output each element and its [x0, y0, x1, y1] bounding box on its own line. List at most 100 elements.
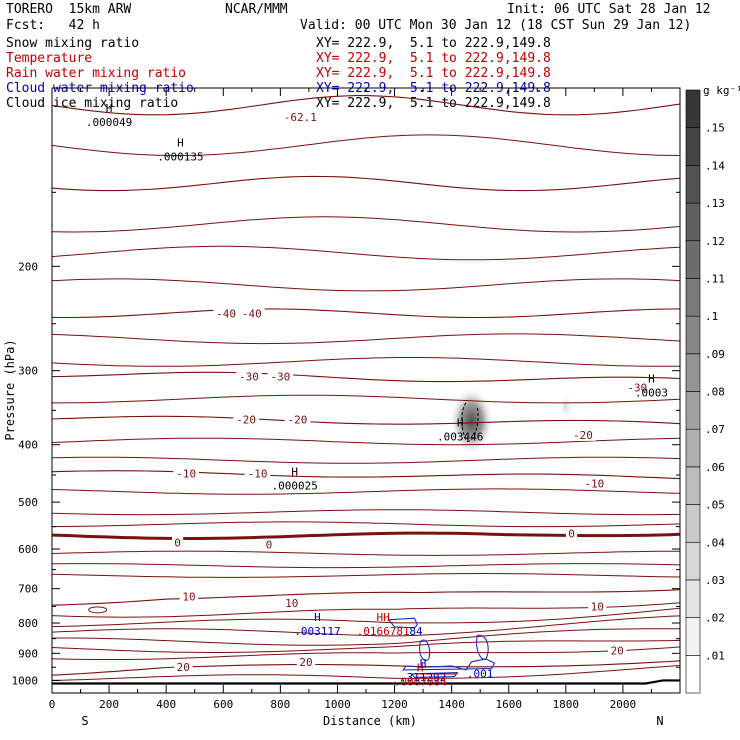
snow-shading-weak: [557, 392, 574, 421]
cloud-water-contour: [476, 634, 489, 660]
x-axis-label: Distance (km): [323, 714, 417, 728]
contour-label-bg: [280, 111, 321, 124]
snow-shading-core: [449, 387, 494, 456]
temperature-contour-label: 20: [177, 661, 190, 674]
colorbar-label: .06: [705, 461, 725, 474]
maximum-marker: H: [648, 372, 655, 385]
temperature-contour-label: -10: [176, 467, 196, 480]
temperature-contour--30: [52, 371, 680, 383]
contour-label-bg: [179, 590, 199, 603]
temperature-contour-extra: [52, 333, 680, 345]
colorbar-label: .01: [705, 649, 725, 662]
y-tick-label: 800: [18, 617, 38, 630]
maximum-value: .001: [467, 668, 494, 681]
contour-label-bg: [581, 477, 608, 490]
maximum-value: .003446: [437, 430, 483, 443]
contour-label-bg: [213, 307, 239, 320]
x-tick-label: 1200: [381, 698, 408, 711]
field-snow-name: Snow mixing ratio: [6, 36, 140, 51]
temperature-contour-extra: [52, 615, 680, 637]
colorbar-label: .07: [705, 423, 725, 436]
temperature-contour-label: -20: [573, 429, 593, 442]
temperature-contour-extra: [52, 245, 680, 261]
temperature-contour-label: -62.1: [284, 111, 317, 124]
temperature-contour--50: [52, 175, 680, 192]
field-cloudice-name: Cloud ice mixing ratio: [6, 96, 179, 111]
temperature-contour-label: 0: [174, 536, 181, 549]
temperature-contour-label: -20: [236, 414, 256, 427]
maximum-value: .0166781: [357, 625, 410, 638]
temperature-contour-extra: [52, 521, 680, 528]
x-tick-label: 400: [156, 698, 176, 711]
temperature-contour-extra: [52, 488, 680, 495]
maximum-marker: H: [417, 662, 424, 675]
maximum-marker: H: [106, 102, 113, 115]
maximum-marker: H: [420, 657, 427, 670]
colorbar-label: .03: [705, 574, 725, 587]
colorbar-segment: [685, 127, 701, 166]
contour-label-bg: [174, 661, 193, 674]
colorbar-label: .02: [705, 612, 725, 625]
header-org: NCAR/MMM: [225, 2, 288, 17]
temperature-contour-label: -40: [216, 307, 236, 320]
y-tick-label: 400: [18, 439, 38, 452]
temperature-contour-extra: [52, 456, 680, 464]
x-tick-label: 1400: [438, 698, 465, 711]
colorbar-segment: [685, 278, 701, 317]
y-axis-label: Pressure (hPa): [3, 339, 17, 440]
cloud-water-contour: [402, 658, 496, 671]
x-tick-label: 0: [49, 698, 56, 711]
y-tick-label: 1000: [12, 674, 39, 687]
temperature-contour-label: -30: [627, 381, 647, 394]
temperature-contour-10: [52, 589, 680, 606]
field-snow-xy: XY= 222.9, 5.1 to 222.9,149.8: [316, 36, 551, 51]
colorbar-label: .08: [705, 386, 725, 399]
colorbar-segment: [685, 202, 701, 242]
contour-label-bg: [267, 370, 294, 383]
temperature-contour-label: -40: [242, 307, 262, 320]
maximum-value: .000025: [271, 480, 317, 493]
temperature-contour-label: 0: [266, 539, 273, 552]
colorbar-label: .12: [705, 235, 725, 248]
field-temp-xy: XY= 222.9, 5.1 to 222.9,149.8: [316, 51, 551, 66]
contour-label-bg: [565, 527, 578, 540]
colorbar-unit: g kg⁻¹: [703, 84, 740, 97]
terrain-line: [52, 679, 680, 685]
contour-label-bg: [608, 644, 627, 657]
temperature-contour--20: [52, 415, 680, 425]
colorbar-label: .09: [705, 348, 725, 361]
colorbar-segment: [685, 655, 701, 694]
maximum-marker: HH: [377, 611, 390, 624]
contour-label-bg: [239, 307, 265, 320]
temperature-contour-extra: [52, 646, 680, 660]
maximum-marker: H: [291, 466, 298, 479]
x-tick-label: 600: [213, 698, 233, 711]
x-tick-label: 800: [270, 698, 290, 711]
temperature-contour-label: 10: [285, 597, 298, 610]
field-rain-xy: XY= 222.9, 5.1 to 222.9,149.8: [316, 66, 551, 81]
contour-label-bg: [173, 467, 199, 480]
temperature-contour-extra: [52, 639, 680, 653]
colorbar-segment: [685, 89, 701, 128]
x-tick-label: 1800: [553, 698, 580, 711]
header-init: Init: 06 UTC Sat 28 Jan 12: [507, 2, 711, 17]
contour-label-bg: [296, 655, 316, 668]
colorbar-label: .14: [705, 159, 725, 172]
x-tick-label: 200: [99, 698, 119, 711]
temperature-contour-label: -20: [288, 414, 308, 427]
x-end-label-right: N: [656, 714, 663, 728]
temperature-contour-extra: [52, 602, 680, 618]
field-rain-name: Rain water mixing ratio: [6, 66, 187, 81]
colorbar-segment: [685, 579, 701, 618]
y-tick-label: 300: [18, 365, 38, 378]
temperature-contour-extra: [52, 628, 680, 646]
colorbar-segment: [685, 466, 701, 505]
contour-label-bg: [233, 413, 259, 426]
colorbar-segment: [685, 353, 701, 392]
maximum-marker: H: [314, 611, 321, 624]
temperature-contour-label: 20: [611, 644, 624, 657]
colorbar-segment: [685, 541, 701, 581]
field-temp-name: Temperature: [6, 51, 93, 66]
temperature-contour-extra: [52, 216, 680, 233]
maximum-value: .000135: [157, 151, 203, 164]
